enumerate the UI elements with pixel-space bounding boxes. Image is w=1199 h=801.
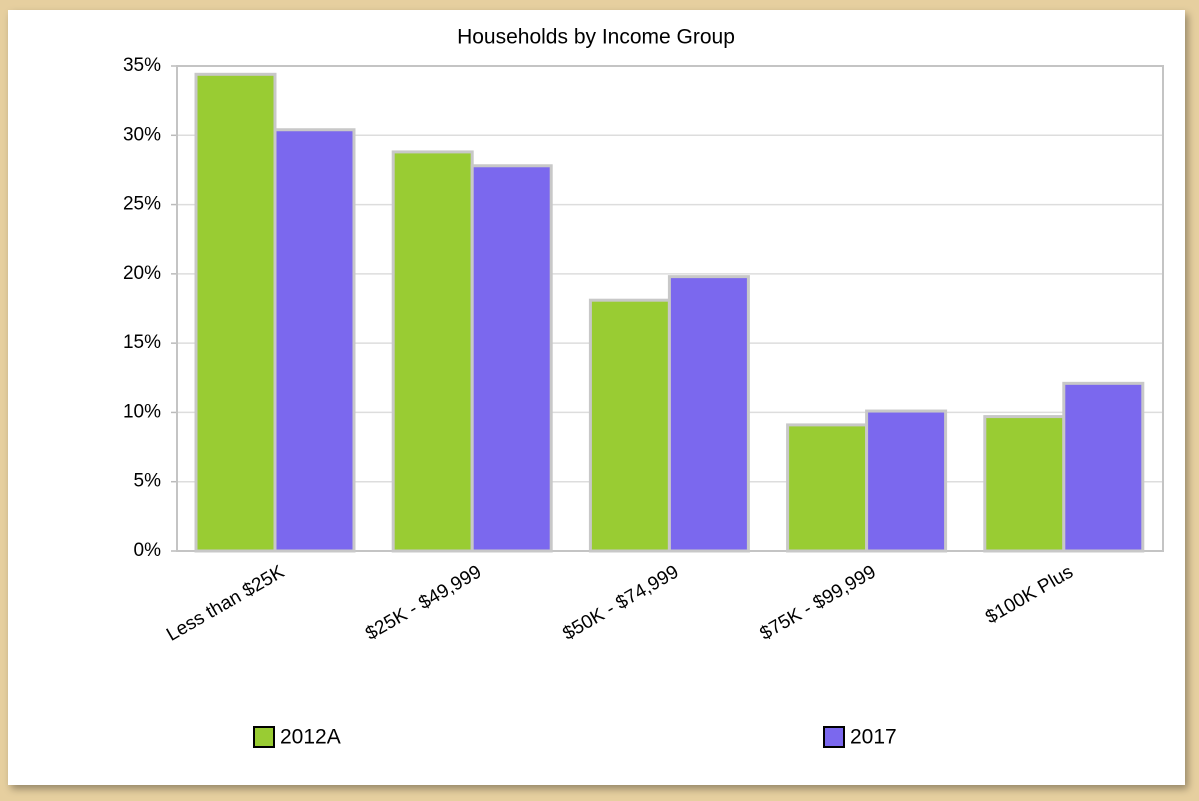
bar	[1062, 381, 1145, 553]
bar	[470, 164, 553, 553]
y-tick-label: 30%	[123, 124, 161, 145]
bar	[391, 150, 474, 553]
bar	[983, 415, 1066, 553]
legend-swatch	[823, 726, 845, 748]
bar	[667, 275, 750, 553]
legend-label: 2012A	[280, 726, 341, 749]
bar	[865, 409, 948, 553]
y-tick-label: 0%	[134, 540, 162, 561]
legend-label: 2017	[850, 726, 897, 749]
legend-swatch	[253, 726, 275, 748]
bar	[588, 298, 671, 553]
y-tick-label: 5%	[134, 471, 162, 492]
chart-title: Households by Income Group	[457, 26, 735, 49]
y-tick-label: 25%	[123, 194, 161, 215]
bar	[786, 423, 869, 553]
bar	[273, 128, 356, 553]
y-tick-label: 35%	[123, 55, 161, 76]
bar	[194, 72, 277, 553]
y-tick-label: 15%	[123, 332, 161, 353]
y-tick-label: 10%	[123, 401, 161, 422]
y-tick-label: 20%	[123, 263, 161, 284]
